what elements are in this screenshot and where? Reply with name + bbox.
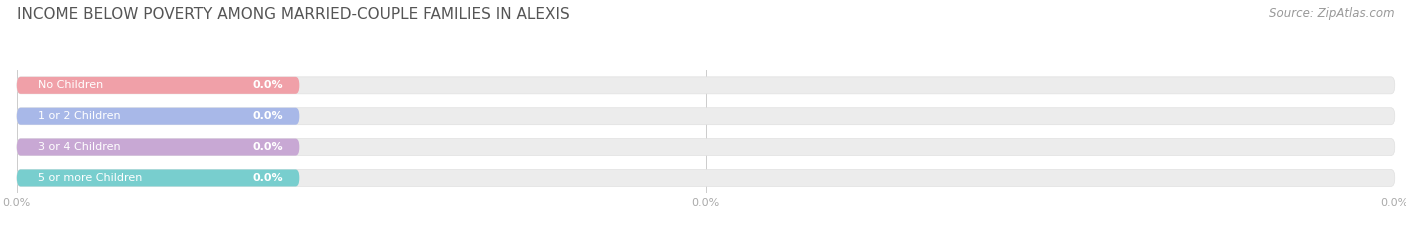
Text: 0.0%: 0.0% — [252, 142, 283, 152]
FancyBboxPatch shape — [17, 169, 299, 186]
Text: 0.0%: 0.0% — [252, 173, 283, 183]
FancyBboxPatch shape — [17, 77, 299, 94]
FancyBboxPatch shape — [17, 108, 299, 125]
Text: No Children: No Children — [38, 80, 103, 90]
Text: 1 or 2 Children: 1 or 2 Children — [38, 111, 120, 121]
Text: 0.0%: 0.0% — [252, 111, 283, 121]
Text: Source: ZipAtlas.com: Source: ZipAtlas.com — [1270, 7, 1395, 20]
FancyBboxPatch shape — [17, 108, 1395, 125]
Text: 3 or 4 Children: 3 or 4 Children — [38, 142, 120, 152]
Text: 0.0%: 0.0% — [252, 80, 283, 90]
FancyBboxPatch shape — [17, 139, 299, 156]
FancyBboxPatch shape — [17, 139, 1395, 156]
Text: INCOME BELOW POVERTY AMONG MARRIED-COUPLE FAMILIES IN ALEXIS: INCOME BELOW POVERTY AMONG MARRIED-COUPL… — [17, 7, 569, 22]
FancyBboxPatch shape — [17, 77, 1395, 94]
FancyBboxPatch shape — [17, 169, 1395, 186]
Text: 5 or more Children: 5 or more Children — [38, 173, 142, 183]
